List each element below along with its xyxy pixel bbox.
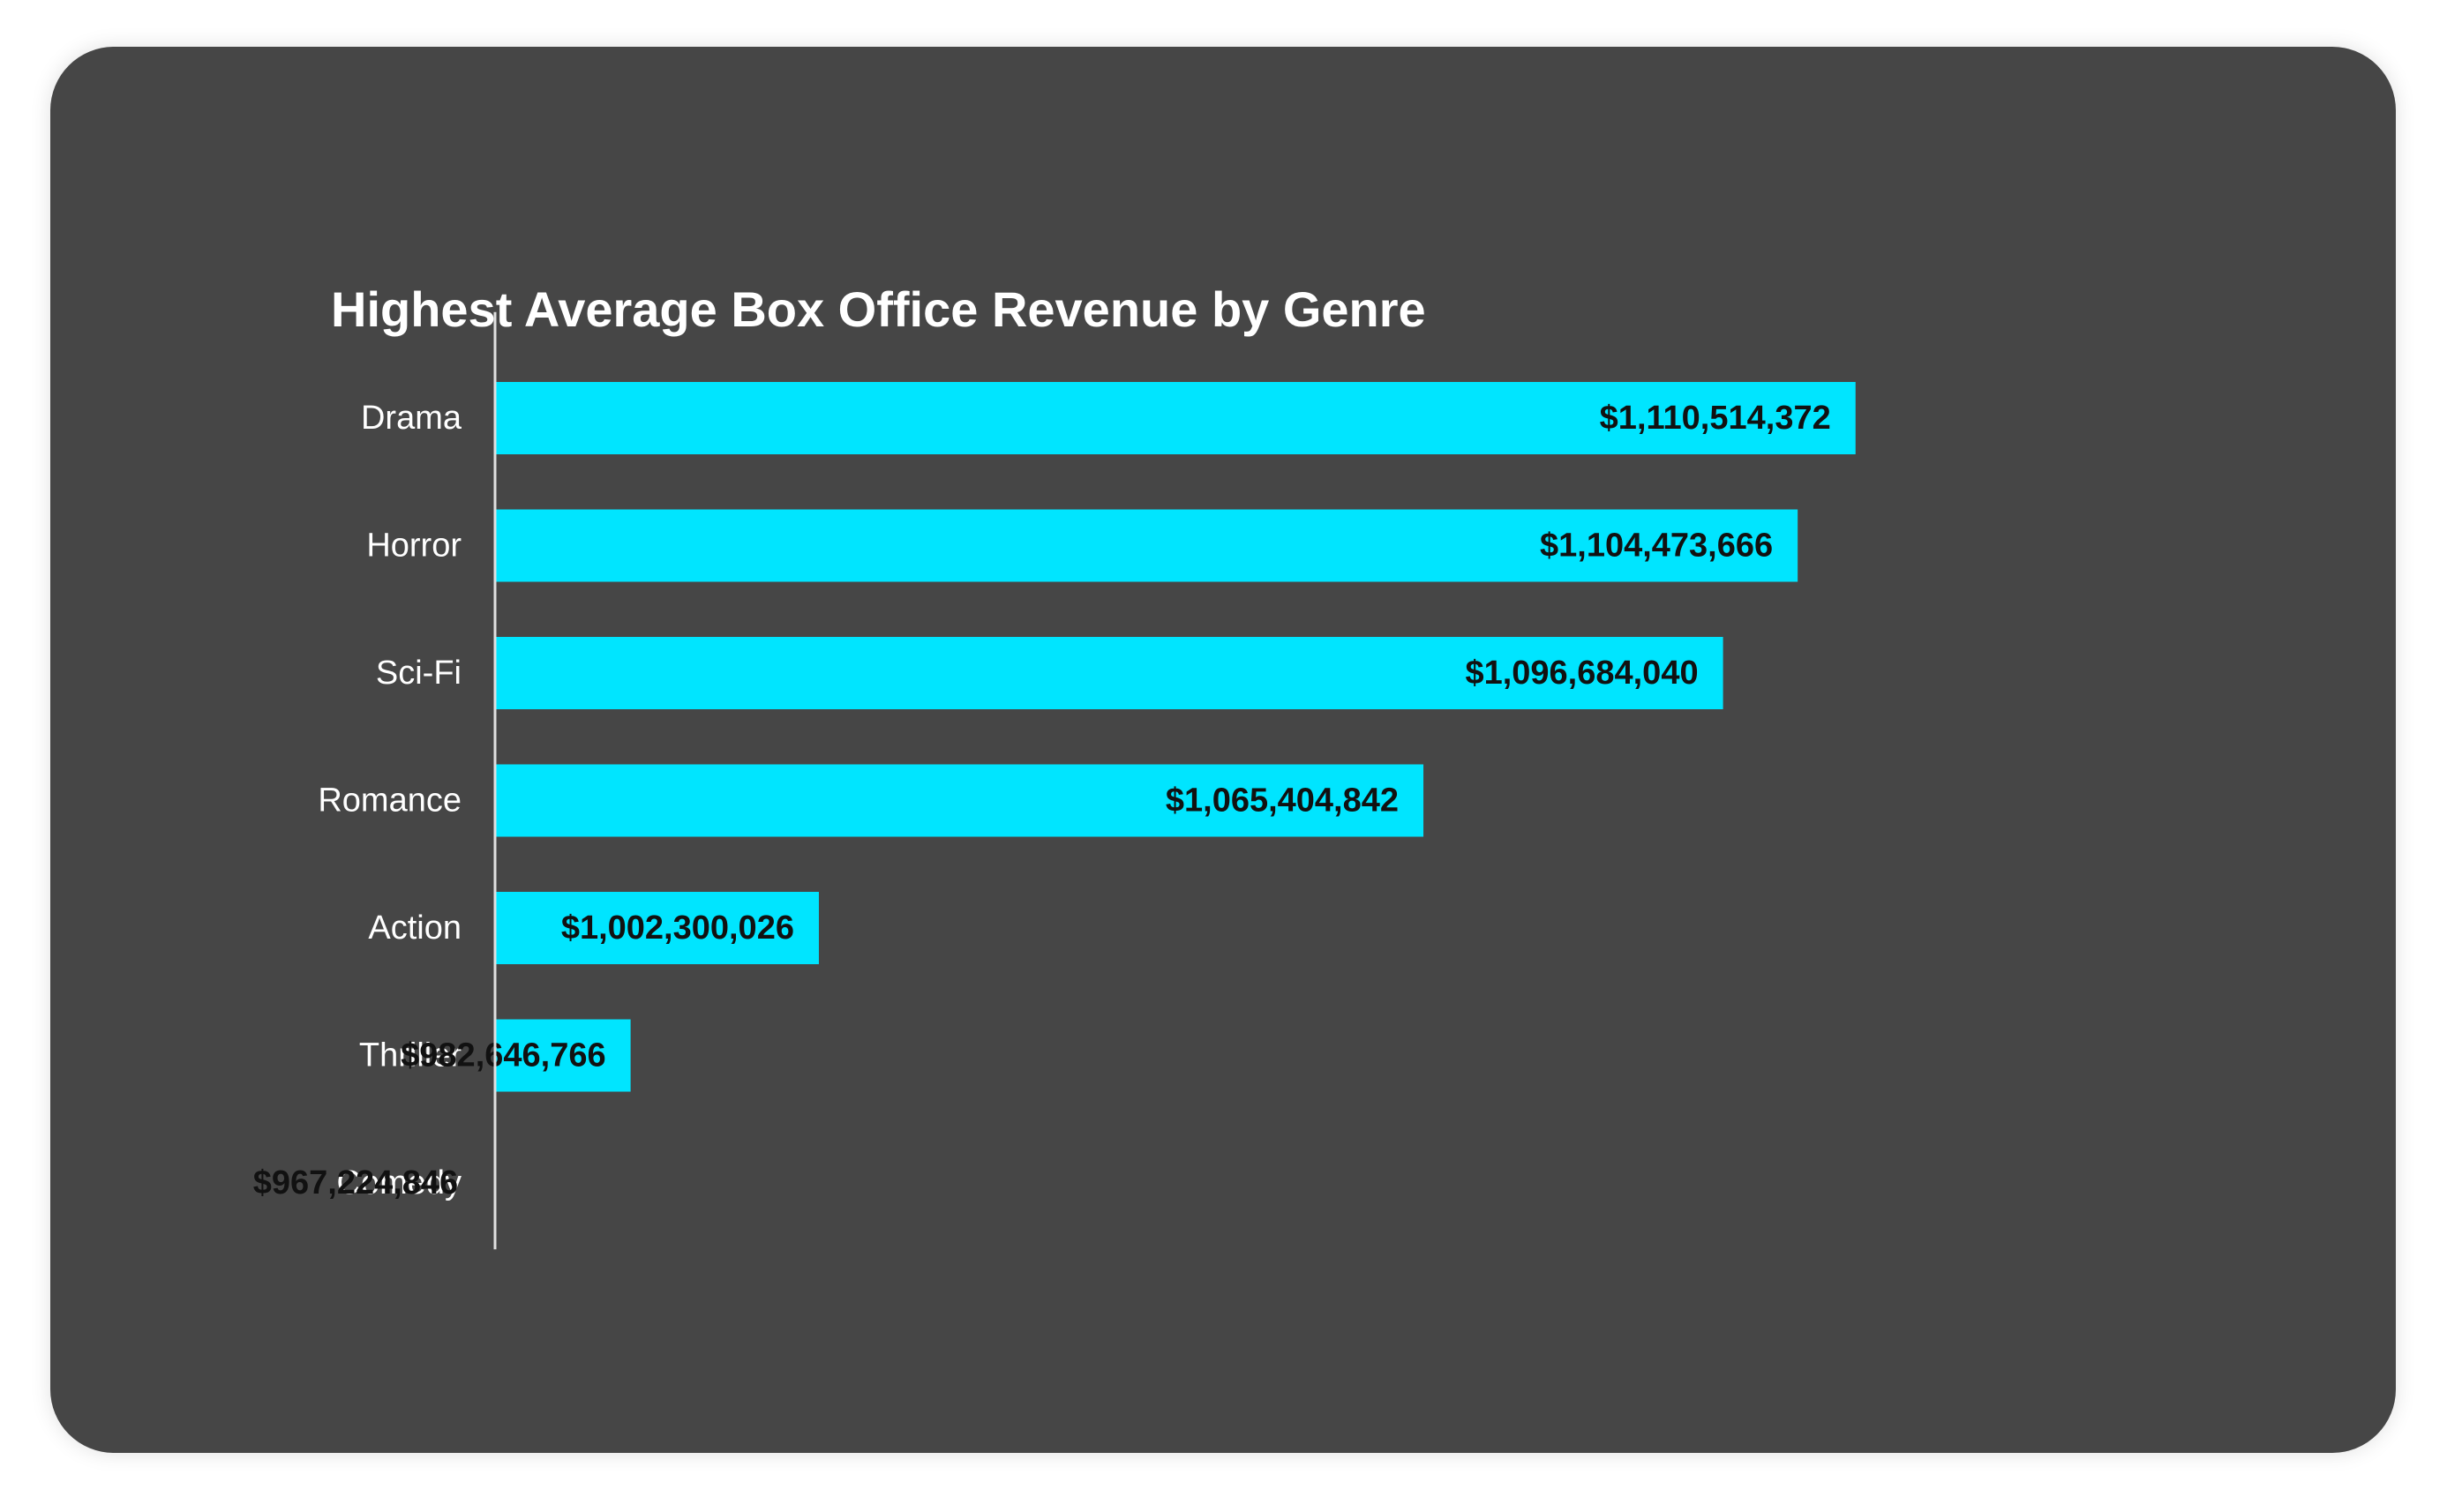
- category-label: Action: [368, 909, 462, 947]
- bar-horror: [495, 509, 1798, 582]
- category-label: Drama: [361, 400, 462, 437]
- chart-title: Highest Average Box Office Revenue by Ge…: [331, 281, 1426, 337]
- bar-sci-fi: [495, 637, 1723, 709]
- bar-action: [495, 892, 819, 964]
- value-label: $1,065,404,842: [1166, 782, 1399, 820]
- value-label: $1,104,473,666: [1540, 528, 1773, 565]
- bar-drama: [495, 382, 1856, 454]
- value-label: $967,224,846: [253, 1164, 458, 1201]
- value-label: $1,110,514,372: [1600, 400, 1831, 437]
- category-label: Thriller: [359, 1037, 462, 1074]
- labels-layer: Drama $1,110,514,372 Horror $1,104,473,666 S…: [253, 400, 1831, 1201]
- category-label: Sci-Fi: [376, 655, 462, 692]
- bars-layer: [495, 382, 1856, 1092]
- chart-card: Highest Average Box Office Revenue by Ge…: [50, 47, 2396, 1453]
- category-label: Romance: [318, 782, 462, 820]
- category-label: Horror: [366, 528, 462, 565]
- bar-romance: [495, 764, 1424, 837]
- value-label: $982,646,766: [401, 1037, 605, 1074]
- category-label: Comedy: [337, 1164, 462, 1201]
- value-label: $1,096,684,040: [1465, 655, 1698, 692]
- bar-thriller: [495, 1019, 631, 1092]
- value-label: $1,002,300,026: [561, 909, 794, 947]
